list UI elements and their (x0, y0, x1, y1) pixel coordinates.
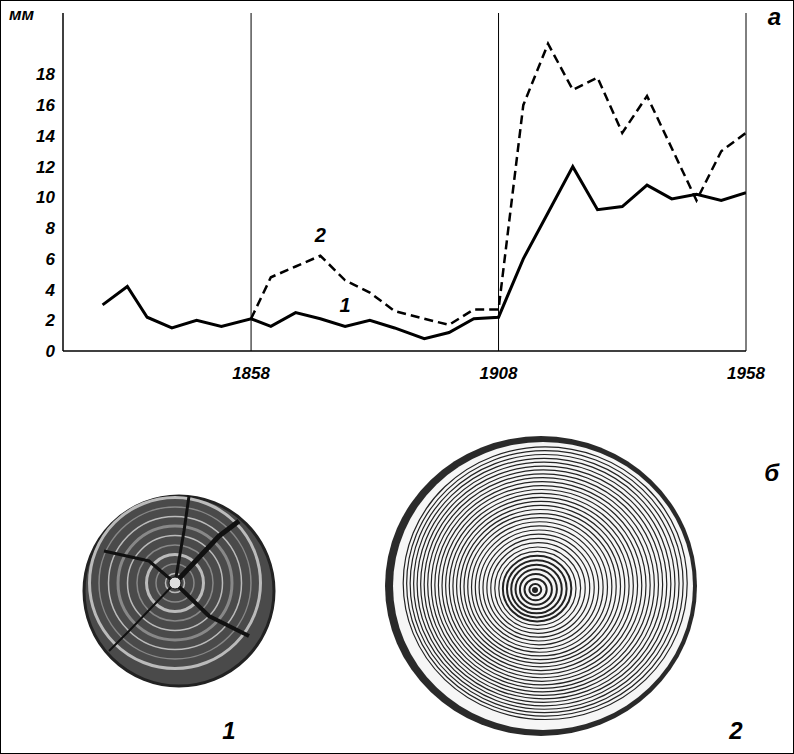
html-text:б: б (764, 459, 779, 486)
svg-text:2: 2 (45, 311, 56, 330)
svg-text:2: 2 (728, 717, 743, 744)
svg-text:8: 8 (46, 219, 56, 238)
svg-text:1908: 1908 (480, 364, 518, 383)
svg-text:4: 4 (45, 281, 56, 300)
svg-text:1: 1 (222, 717, 235, 744)
html-text:а: а (767, 3, 781, 30)
svg-text:6: 6 (46, 250, 56, 269)
svg-text:16: 16 (36, 96, 55, 115)
svg-text:1: 1 (340, 294, 351, 316)
svg-text:10: 10 (36, 188, 55, 207)
svg-text:18: 18 (36, 65, 55, 84)
svg-text:14: 14 (36, 127, 55, 146)
svg-text:1958: 1958 (727, 364, 765, 383)
svg-text:0: 0 (46, 342, 56, 361)
svg-text:2: 2 (314, 224, 326, 246)
html-text:мм: мм (9, 5, 35, 24)
svg-text:1858: 1858 (232, 364, 270, 383)
svg-text:12: 12 (36, 158, 55, 177)
